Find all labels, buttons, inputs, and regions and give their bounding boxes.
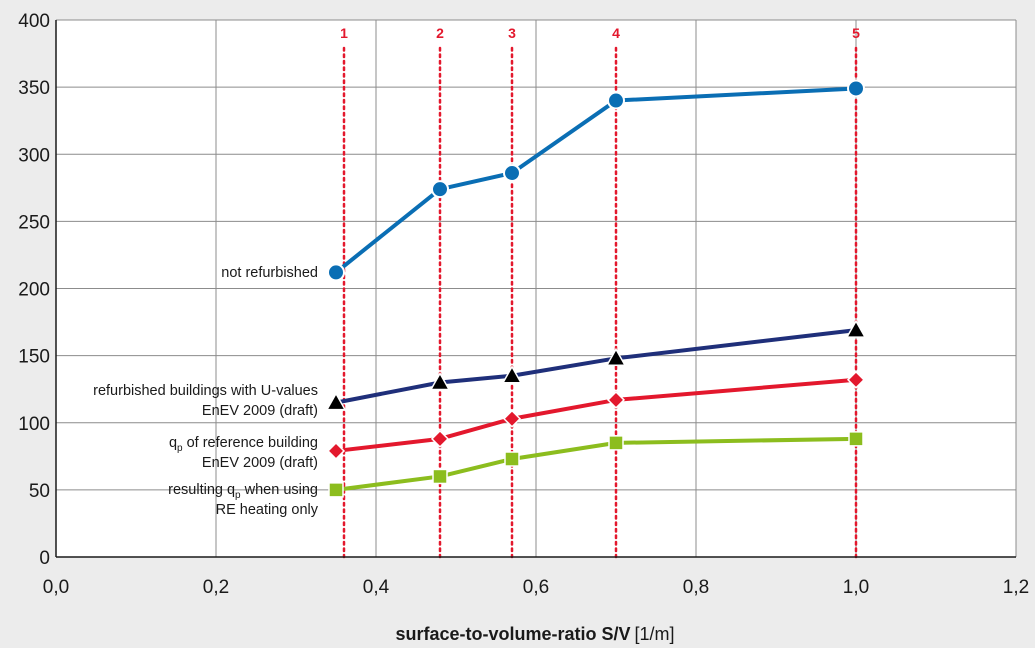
- series-layer: [325, 79, 867, 498]
- x-axis-title: surface-to-volume-ratio S/V [1/m]: [395, 624, 674, 644]
- reference-label: 1: [340, 25, 348, 41]
- x-axis-title-unit: [1/m]: [635, 624, 675, 644]
- data-point: [429, 371, 451, 391]
- y-tick-label: 350: [18, 78, 50, 99]
- data-point: [848, 431, 864, 447]
- data-point: [846, 370, 866, 389]
- data-point: [502, 409, 522, 428]
- data-point: [432, 468, 448, 485]
- data-point: [607, 91, 625, 110]
- axes: 0 50 100 150 200 250 300 350 400 0,0 0,2 0,4 0,6 0,8 1…: [18, 11, 1029, 598]
- data-point: [327, 263, 345, 282]
- y-tick-label: 200: [18, 280, 50, 301]
- x-axis-title-main: surface-to-volume-ratio S/V: [395, 624, 630, 644]
- label-reference-rest: of reference building: [183, 435, 318, 451]
- x-tick-label: 1,2: [1003, 577, 1029, 598]
- data-point: [430, 429, 450, 448]
- data-point: [325, 392, 347, 411]
- data-point: [606, 390, 626, 409]
- data-point: [845, 319, 867, 338]
- reference-label: 5: [852, 25, 860, 41]
- label-reference-sub: p: [177, 443, 183, 454]
- reference-label: 3: [508, 25, 516, 41]
- y-tick-label: 150: [18, 347, 50, 368]
- x-tick-label: 1,0: [843, 577, 869, 598]
- label-reference-line2: EnEV 2009 (draft): [202, 455, 318, 471]
- data-point: [847, 79, 865, 98]
- label-reference-q: q: [169, 435, 177, 451]
- data-point: [431, 180, 449, 199]
- label-not-refurbished: not refurbished: [221, 265, 318, 281]
- data-point: [608, 435, 624, 451]
- label-re-heating-line1: resulting qp when using: [168, 482, 318, 501]
- label-refurbished-line2: EnEV 2009 (draft): [202, 403, 318, 419]
- data-point: [501, 365, 523, 384]
- x-tick-label: 0,4: [363, 577, 390, 598]
- label-re-sub: p: [235, 490, 241, 501]
- label-refurbished-line1: refurbished buildings with U-values: [93, 383, 318, 399]
- y-tick-label: 0: [39, 548, 50, 569]
- y-tick-label: 100: [18, 414, 50, 435]
- x-tick-label: 0,2: [203, 577, 229, 598]
- y-tick-label: 50: [29, 481, 50, 502]
- grid: [55, 19, 1017, 558]
- x-tick-label: 0,8: [683, 577, 709, 598]
- label-re-rest: when using: [241, 482, 318, 498]
- y-tick-label: 250: [18, 212, 50, 233]
- reference-label: 4: [612, 25, 620, 41]
- data-point: [503, 164, 521, 183]
- x-tick-label: 0,0: [43, 577, 69, 598]
- label-re-q: resulting q: [168, 482, 235, 498]
- x-tick-label: 0,6: [523, 577, 549, 598]
- data-point: [326, 441, 346, 461]
- label-reference-line1: qp of reference building: [169, 435, 318, 454]
- y-tick-label: 300: [18, 145, 50, 166]
- data-point: [328, 482, 344, 498]
- data-point: [504, 451, 520, 467]
- data-point: [605, 347, 627, 367]
- y-tick-label: 400: [18, 11, 50, 32]
- label-re-heating-line2: RE heating only: [216, 502, 319, 518]
- reference-label: 2: [436, 25, 444, 41]
